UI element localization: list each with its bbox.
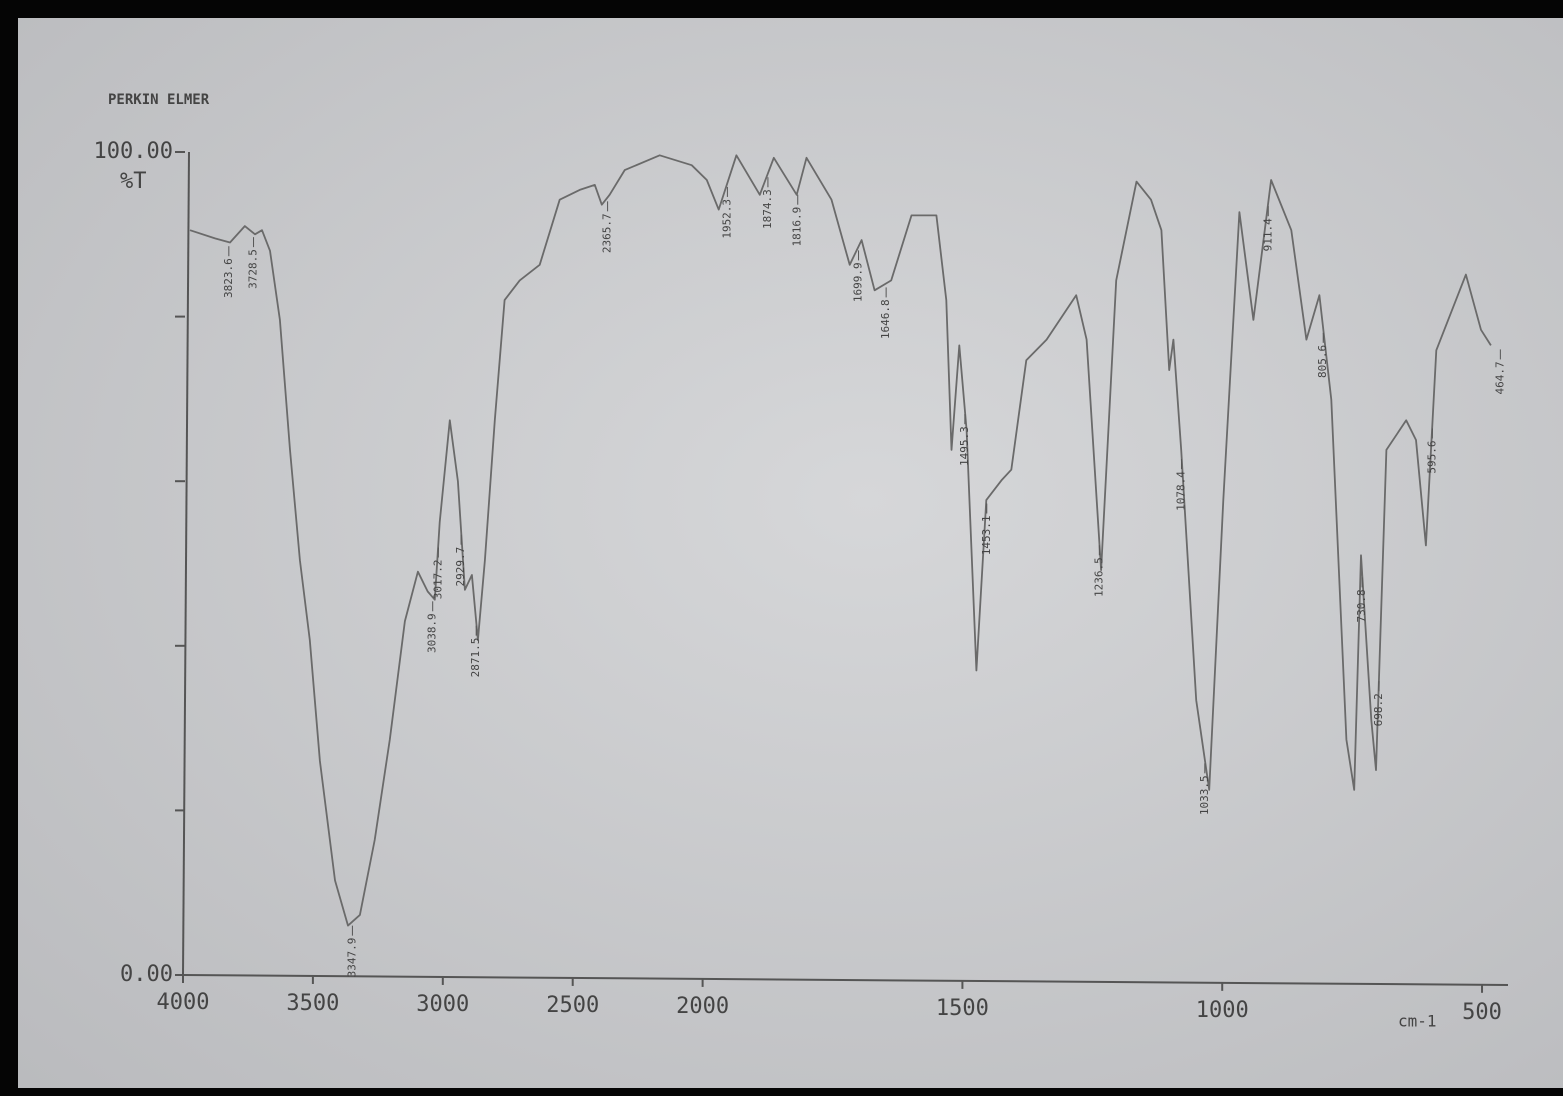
- y-tick-label: 100.00: [94, 139, 173, 164]
- peak-label: 1495.3: [958, 426, 971, 466]
- peak-label: 805.6: [1316, 345, 1329, 378]
- peak-label: 1078.4: [1174, 471, 1187, 511]
- spectrum-line: [189, 154, 1492, 927]
- x-tick-label: 3500: [286, 991, 339, 1016]
- peak-label: 698.2: [1372, 693, 1385, 726]
- peak-label: 3038.9: [426, 613, 439, 653]
- x-axis: [182, 974, 1509, 986]
- chart-title: PERKIN ELMER: [108, 92, 210, 108]
- peak-label: 1874.3: [761, 189, 774, 229]
- peak-label: 3823.6: [222, 258, 235, 298]
- x-tick-label: 1500: [936, 996, 989, 1021]
- peak-label: 464.7: [1493, 361, 1506, 394]
- peak-label: 1453.1: [980, 516, 993, 556]
- peak-label: 1033.5: [1198, 775, 1211, 815]
- peak-label: 1646.8: [879, 299, 892, 339]
- y-tick-label: 0.00: [120, 962, 173, 987]
- x-tick-label: 500: [1462, 1000, 1502, 1025]
- x-axis-label: cm-1: [1398, 1012, 1437, 1031]
- x-tick-label: 3000: [416, 992, 469, 1017]
- peak-label: 1236.5: [1092, 557, 1105, 597]
- peak-label: 3347.9: [345, 938, 358, 978]
- x-tick-label: 4000: [157, 990, 210, 1015]
- peak-label: 1816.9: [791, 207, 804, 247]
- peak-label: 595.6: [1425, 440, 1438, 473]
- x-tick-label: 1000: [1196, 998, 1249, 1023]
- x-tick-label: 2500: [546, 993, 599, 1018]
- peak-label: 1699.9: [852, 262, 865, 302]
- peak-label: 3728.5: [247, 249, 260, 289]
- paper: [18, 18, 1563, 1088]
- peak-label: 2365.7: [601, 213, 614, 253]
- x-tick-label: 2000: [676, 994, 729, 1019]
- peak-label: 2871.5: [469, 638, 482, 678]
- peak-label: 1952.3: [720, 199, 733, 239]
- peak-label: 3017.2: [431, 560, 444, 600]
- peak-label: 730.8: [1355, 589, 1368, 622]
- peak-label: 911.4: [1261, 218, 1274, 251]
- peak-label: 2929.7: [454, 547, 467, 587]
- y-axis-label: %T: [120, 169, 147, 194]
- y-axis: [182, 151, 190, 976]
